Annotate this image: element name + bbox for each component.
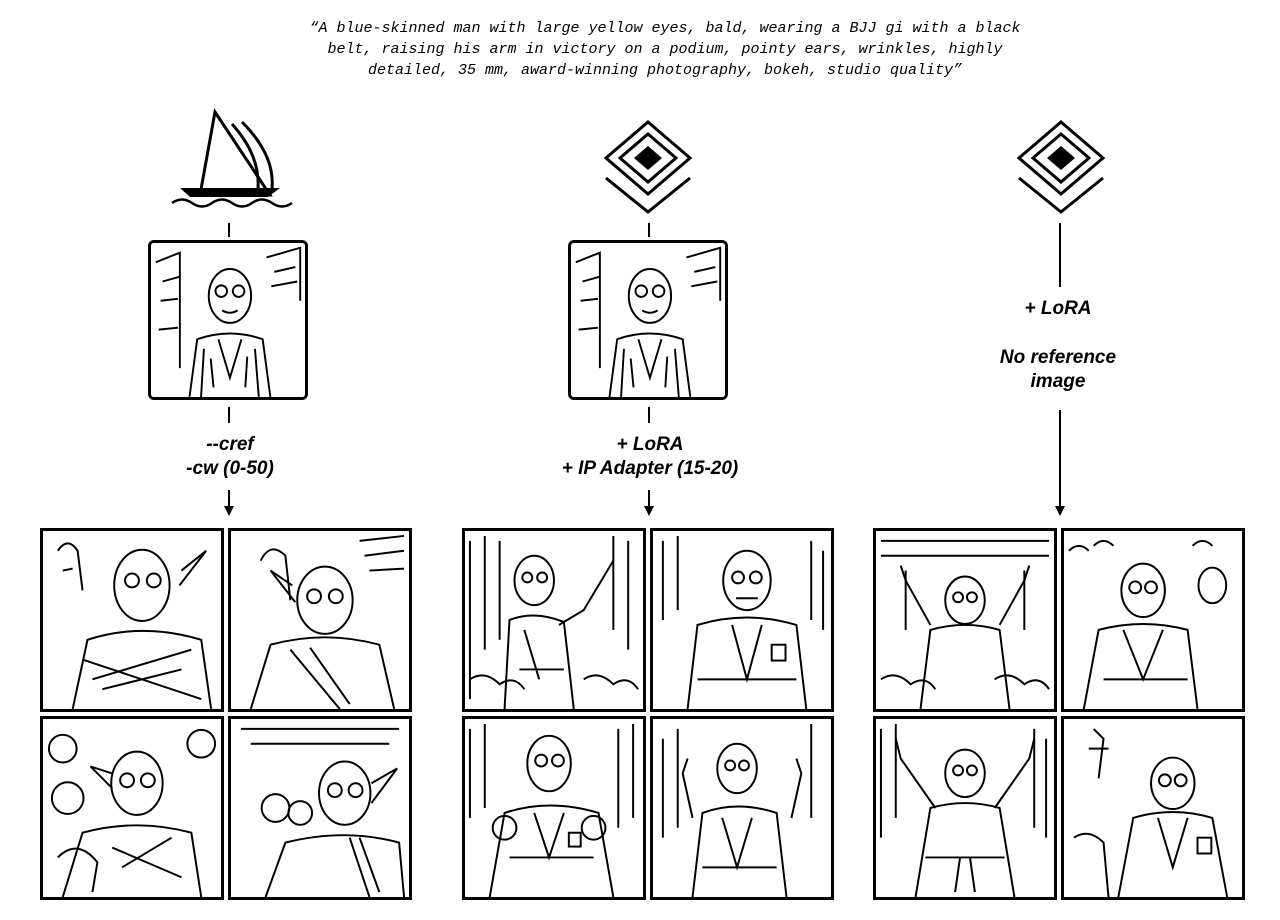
output-image bbox=[228, 716, 412, 900]
note-line: image bbox=[1030, 371, 1086, 392]
method-label: + LoRA bbox=[958, 297, 1158, 321]
output-image bbox=[462, 528, 646, 712]
column-midjourney: --cref -cw (0-50) bbox=[20, 100, 440, 915]
label-line: --cref bbox=[206, 434, 254, 455]
sailboat-logo-icon bbox=[171, 108, 293, 208]
reference-image bbox=[568, 240, 728, 400]
output-grid bbox=[873, 528, 1245, 900]
layered-diamond-logo-icon bbox=[1016, 120, 1106, 214]
method-label: + LoRA + IP Adapter (15-20) bbox=[500, 433, 800, 481]
output-image bbox=[873, 716, 1057, 900]
output-grid bbox=[462, 528, 834, 900]
method-label: --cref -cw (0-50) bbox=[130, 433, 330, 481]
arrow-down-icon bbox=[224, 506, 234, 516]
label-line: + LoRA bbox=[616, 434, 684, 455]
output-image bbox=[1061, 716, 1245, 900]
arrow-down-icon bbox=[644, 506, 654, 516]
output-image bbox=[650, 528, 834, 712]
label-line: -cw (0-50) bbox=[186, 458, 274, 479]
note-line: No reference bbox=[999, 347, 1117, 368]
column-lora-ip-adapter: + LoRA + IP Adapter (15-20) bbox=[440, 100, 860, 915]
output-image bbox=[1061, 528, 1245, 712]
column-lora-only: + LoRA No reference image bbox=[853, 100, 1273, 915]
output-image bbox=[873, 528, 1057, 712]
output-image bbox=[650, 716, 834, 900]
output-image bbox=[228, 528, 412, 712]
output-image bbox=[40, 716, 224, 900]
label-line: + LoRA bbox=[1024, 298, 1092, 319]
layered-diamond-logo-icon bbox=[603, 120, 693, 214]
prompt-text: “A blue-skinned man with large yellow ey… bbox=[309, 20, 1021, 79]
output-grid bbox=[40, 528, 412, 900]
arrow-down-icon bbox=[1055, 506, 1065, 516]
no-reference-note: No reference image bbox=[958, 346, 1158, 394]
output-image bbox=[462, 716, 646, 900]
label-line: + IP Adapter (15-20) bbox=[561, 458, 739, 479]
reference-image bbox=[148, 240, 308, 400]
output-image bbox=[40, 528, 224, 712]
